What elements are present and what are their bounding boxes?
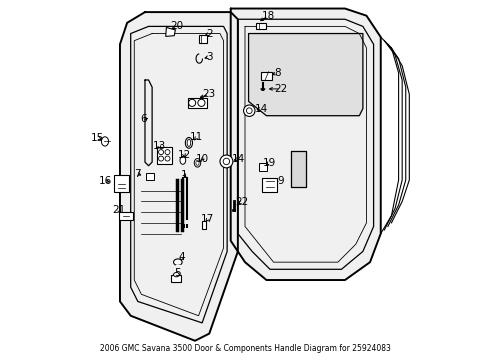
Bar	[157, 147, 172, 164]
Text: 18: 18	[262, 11, 275, 21]
Circle shape	[220, 155, 233, 168]
Text: 23: 23	[203, 89, 216, 99]
Text: 8: 8	[274, 68, 280, 78]
Text: 14: 14	[254, 104, 268, 113]
Bar	[262, 178, 277, 192]
Text: 17: 17	[201, 214, 214, 224]
Text: 3: 3	[206, 52, 213, 62]
Polygon shape	[248, 33, 363, 116]
Text: 9: 9	[277, 176, 284, 186]
Bar	[262, 72, 272, 80]
Text: 7: 7	[134, 168, 141, 179]
Text: 12: 12	[178, 150, 191, 160]
Text: 6: 6	[140, 113, 147, 123]
Text: 14: 14	[232, 154, 245, 163]
Text: 2: 2	[206, 28, 213, 39]
Ellipse shape	[194, 158, 201, 167]
Text: 19: 19	[263, 158, 276, 168]
Text: 16: 16	[98, 176, 112, 186]
Text: 13: 13	[153, 141, 166, 151]
Polygon shape	[292, 152, 306, 187]
Text: 5: 5	[174, 268, 180, 278]
Bar	[199, 35, 207, 43]
Ellipse shape	[185, 138, 193, 148]
Text: 10: 10	[196, 154, 209, 163]
Bar	[172, 275, 181, 282]
Bar	[256, 23, 266, 29]
Polygon shape	[166, 27, 175, 36]
Text: 15: 15	[91, 133, 104, 143]
Text: 4: 4	[178, 252, 185, 262]
Text: 2006 GMC Savana 3500 Door & Components Handle Diagram for 25924083: 2006 GMC Savana 3500 Door & Components H…	[99, 344, 391, 353]
Bar	[259, 163, 267, 171]
Bar	[146, 173, 153, 180]
Bar	[188, 98, 207, 108]
Text: 21: 21	[113, 205, 126, 215]
Ellipse shape	[101, 137, 109, 146]
Text: 22: 22	[235, 197, 248, 207]
Bar	[119, 212, 133, 220]
Bar	[202, 221, 206, 229]
Text: 11: 11	[190, 132, 203, 142]
Bar	[232, 209, 235, 211]
Bar	[114, 175, 129, 192]
Polygon shape	[120, 12, 238, 341]
Text: 20: 20	[171, 21, 184, 31]
Circle shape	[244, 105, 255, 116]
Ellipse shape	[180, 157, 186, 164]
Ellipse shape	[173, 259, 182, 265]
Ellipse shape	[173, 273, 179, 277]
Polygon shape	[231, 9, 381, 280]
Text: 22: 22	[274, 84, 287, 94]
Text: 1: 1	[181, 170, 188, 180]
